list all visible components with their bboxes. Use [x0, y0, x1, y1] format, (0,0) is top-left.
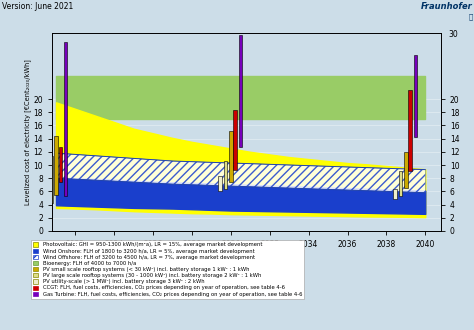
Legend: Photovoltaic: GHI = 950-1300 kWh/(m²a), LR = 15%, average market development, Wi: Photovoltaic: GHI = 950-1300 kWh/(m²a), … — [31, 240, 304, 299]
Text: Ⓢ: Ⓢ — [469, 13, 473, 20]
Text: 30: 30 — [448, 30, 458, 39]
Bar — [49, 156, 53, 203]
Bar — [399, 171, 402, 196]
Bar — [409, 90, 412, 171]
Text: Fraunhofer: Fraunhofer — [421, 2, 473, 11]
Bar — [234, 110, 237, 170]
Bar — [44, 186, 47, 208]
Bar — [59, 147, 62, 182]
Bar — [224, 161, 228, 189]
Y-axis label: Levelized cost of electricity [€Cent₂₀₂₀/kWh]: Levelized cost of electricity [€Cent₂₀₂₀… — [24, 59, 31, 205]
Text: Version: June 2021: Version: June 2021 — [2, 2, 73, 11]
Bar — [55, 136, 58, 195]
Bar — [64, 42, 67, 196]
Bar — [219, 176, 222, 191]
Bar — [414, 55, 417, 137]
Bar — [239, 35, 242, 147]
Bar — [393, 189, 397, 199]
Bar — [404, 152, 408, 188]
Bar — [229, 131, 233, 182]
